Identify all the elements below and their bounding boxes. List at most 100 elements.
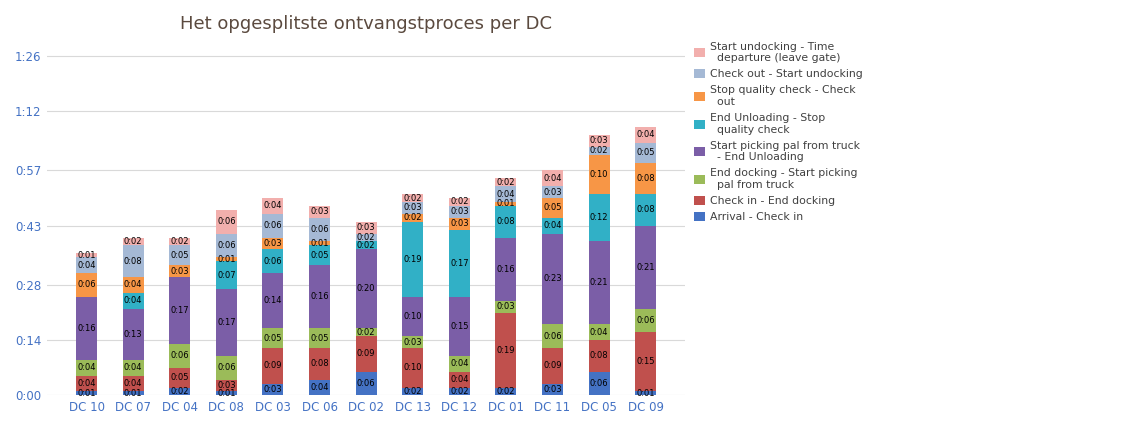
Text: 0:02: 0:02 xyxy=(357,241,375,250)
Bar xyxy=(402,222,423,297)
Bar xyxy=(216,392,236,396)
Bar xyxy=(216,289,236,356)
Text: 0:06: 0:06 xyxy=(357,379,375,388)
Text: 0:05: 0:05 xyxy=(264,334,282,343)
Text: 0:05: 0:05 xyxy=(171,251,189,260)
Bar xyxy=(309,380,330,396)
Bar xyxy=(169,238,190,245)
Text: 0:14: 0:14 xyxy=(264,296,282,305)
Bar xyxy=(309,328,330,348)
Text: 0:19: 0:19 xyxy=(497,345,515,354)
Text: 0:03: 0:03 xyxy=(450,219,468,228)
Text: 0:04: 0:04 xyxy=(590,328,608,337)
Text: 0:07: 0:07 xyxy=(217,271,235,280)
Text: 0:03: 0:03 xyxy=(264,385,282,394)
Bar xyxy=(402,297,423,336)
Bar xyxy=(449,230,470,297)
Bar xyxy=(263,198,283,214)
Text: 0:06: 0:06 xyxy=(543,332,562,341)
Bar xyxy=(309,218,330,242)
Text: 0:06: 0:06 xyxy=(217,217,235,226)
Text: 0:03: 0:03 xyxy=(171,266,189,275)
Bar xyxy=(636,194,656,226)
Text: 0:03: 0:03 xyxy=(357,223,375,232)
Text: 0:10: 0:10 xyxy=(404,363,422,372)
Text: 0:02: 0:02 xyxy=(404,387,422,396)
Legend: Start undocking - Time
  departure (leave gate), Check out - Start undocking, St: Start undocking - Time departure (leave … xyxy=(690,39,866,225)
Bar xyxy=(309,206,330,218)
Bar xyxy=(216,356,236,380)
Text: 0:05: 0:05 xyxy=(637,148,655,157)
Text: 0:21: 0:21 xyxy=(637,263,655,272)
Bar xyxy=(263,328,283,348)
Bar xyxy=(169,265,190,277)
Text: 0:08: 0:08 xyxy=(310,360,329,369)
Text: 0:09: 0:09 xyxy=(264,361,282,370)
Text: 0:06: 0:06 xyxy=(77,281,96,290)
Bar xyxy=(542,324,563,348)
Title: Het opgesplitste ontvangstproces per DC: Het opgesplitste ontvangstproces per DC xyxy=(180,15,553,33)
Text: 0:23: 0:23 xyxy=(543,275,562,284)
Bar xyxy=(356,249,376,328)
Bar xyxy=(449,387,470,396)
Text: 0:05: 0:05 xyxy=(543,203,562,212)
Bar xyxy=(589,372,609,396)
Text: 0:04: 0:04 xyxy=(450,375,468,384)
Text: 0:17: 0:17 xyxy=(217,318,235,327)
Bar xyxy=(636,127,656,143)
Text: 0:02: 0:02 xyxy=(357,233,375,242)
Text: 0:04: 0:04 xyxy=(124,379,142,388)
Text: 0:06: 0:06 xyxy=(310,225,329,234)
Bar xyxy=(356,372,376,396)
Bar xyxy=(123,392,143,396)
Bar xyxy=(542,170,563,186)
Text: 0:16: 0:16 xyxy=(310,292,329,301)
Text: 0:02: 0:02 xyxy=(404,193,422,202)
Bar xyxy=(636,143,656,163)
Bar xyxy=(356,222,376,233)
Text: 0:17: 0:17 xyxy=(450,259,468,268)
Text: 0:17: 0:17 xyxy=(171,306,189,315)
Bar xyxy=(263,348,283,384)
Text: 0:03: 0:03 xyxy=(404,338,422,347)
Bar xyxy=(76,253,97,257)
Text: 0:09: 0:09 xyxy=(543,361,562,370)
Bar xyxy=(542,198,563,218)
Bar xyxy=(123,360,143,376)
Text: 0:08: 0:08 xyxy=(124,257,142,266)
Text: 0:02: 0:02 xyxy=(450,197,468,206)
Text: 0:04: 0:04 xyxy=(450,360,468,369)
Bar xyxy=(496,206,516,238)
Text: 0:06: 0:06 xyxy=(590,379,608,388)
Bar xyxy=(589,340,609,372)
Bar xyxy=(542,218,563,233)
Bar xyxy=(542,384,563,396)
Bar xyxy=(496,186,516,202)
Text: 0:04: 0:04 xyxy=(637,130,655,139)
Text: 0:01: 0:01 xyxy=(637,389,655,398)
Bar xyxy=(589,135,609,147)
Text: 0:06: 0:06 xyxy=(264,221,282,230)
Text: 0:04: 0:04 xyxy=(543,174,562,183)
Bar xyxy=(76,392,97,396)
Bar xyxy=(216,380,236,392)
Bar xyxy=(169,277,190,344)
Text: 0:05: 0:05 xyxy=(310,251,329,260)
Text: 0:15: 0:15 xyxy=(450,322,468,331)
Bar xyxy=(449,198,470,206)
Bar xyxy=(123,277,143,293)
Bar xyxy=(356,233,376,242)
Text: 0:04: 0:04 xyxy=(124,281,142,290)
Bar xyxy=(309,245,330,265)
Text: 0:03: 0:03 xyxy=(543,187,562,196)
Text: 0:03: 0:03 xyxy=(590,136,608,145)
Text: 0:01: 0:01 xyxy=(77,389,96,398)
Bar xyxy=(636,392,656,396)
Text: 0:03: 0:03 xyxy=(543,385,562,394)
Bar xyxy=(542,186,563,198)
Bar xyxy=(449,206,470,218)
Bar xyxy=(589,194,609,242)
Text: 0:06: 0:06 xyxy=(171,351,189,360)
Text: 0:02: 0:02 xyxy=(357,328,375,337)
Bar xyxy=(449,372,470,387)
